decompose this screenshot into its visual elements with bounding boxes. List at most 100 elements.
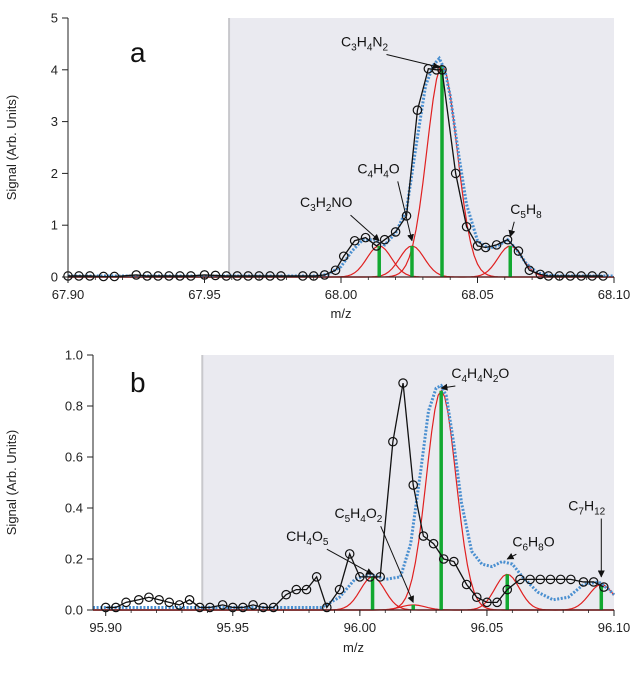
y-tick-label: 0.0 xyxy=(65,603,83,618)
measured-point xyxy=(379,234,390,245)
y-tick-label: 1 xyxy=(51,218,58,233)
annotation-label: C4H4N2O xyxy=(451,365,509,385)
measured-point xyxy=(205,602,215,613)
measured-point xyxy=(360,232,371,243)
annotation-label: C5H8 xyxy=(510,201,542,221)
measured-point xyxy=(109,271,120,282)
x-tick-label: 96.00 xyxy=(344,620,377,635)
x-tick-label: 68.05 xyxy=(461,287,494,302)
measured-point xyxy=(121,597,131,608)
measured-point xyxy=(276,271,286,281)
measured-point xyxy=(74,271,84,281)
measured-point xyxy=(330,265,341,276)
measured-point xyxy=(311,572,322,582)
measured-point xyxy=(418,531,429,541)
shaded-region xyxy=(229,18,614,277)
annotation-arrow xyxy=(350,214,380,242)
annotation-label: C4H4O xyxy=(357,160,399,180)
measured-point xyxy=(543,271,554,281)
panel-letter: b xyxy=(130,367,146,398)
measured-point xyxy=(482,597,492,608)
measured-points xyxy=(100,378,609,613)
y-ticks: 0.0 0.2 0.4 0.6 0.8 1.0 xyxy=(65,348,93,618)
annotation-arrow xyxy=(397,181,414,242)
x-tick-label: 95.95 xyxy=(217,620,250,635)
x-tick-label: 67.90 xyxy=(52,287,85,302)
measured-point xyxy=(98,271,109,282)
y-tick-label: 0 xyxy=(51,270,58,285)
y-tick-label: 0.6 xyxy=(65,450,83,465)
measured-point xyxy=(164,597,175,608)
y-axis-label: Signal (Arb. Units) xyxy=(4,95,19,200)
measured-point xyxy=(154,594,164,605)
measured-point xyxy=(437,65,447,75)
measured-point xyxy=(334,584,345,595)
measured-point xyxy=(555,574,566,585)
measured-point xyxy=(565,574,576,585)
peak-sticks xyxy=(377,65,513,277)
measured-point xyxy=(461,221,472,232)
measured-point xyxy=(449,556,459,567)
y-tick-label: 0.4 xyxy=(65,501,83,516)
measured-point xyxy=(349,235,360,246)
x-axis-label: m/z xyxy=(331,306,352,321)
measured-point xyxy=(111,602,121,613)
measured-points xyxy=(63,63,608,282)
measured-point xyxy=(535,574,546,585)
measured-point xyxy=(153,271,163,281)
measured-point xyxy=(258,602,269,613)
annotation-label: CH4O5 xyxy=(286,528,329,548)
measured-point xyxy=(450,168,461,179)
measured-point xyxy=(142,271,152,281)
y-tick-label: 1.0 xyxy=(65,348,83,363)
measured-point xyxy=(186,271,196,281)
annotation-arrow xyxy=(440,383,456,391)
measured-point xyxy=(355,572,365,582)
x-tick-label: 96.10 xyxy=(598,620,631,635)
measured-point xyxy=(492,597,502,608)
measured-point xyxy=(412,105,423,116)
x-ticks: 95.90 95.95 96.00 96.05 96.10 xyxy=(89,610,630,635)
measured-point xyxy=(248,600,258,610)
measured-point xyxy=(144,592,154,603)
measured-point xyxy=(344,549,355,559)
measured-point xyxy=(438,554,449,564)
x-tick-label: 96.05 xyxy=(471,620,504,635)
measured-point xyxy=(588,577,599,587)
measured-point xyxy=(194,602,205,613)
y-tick-label: 2 xyxy=(51,166,58,181)
measured-point xyxy=(175,271,185,281)
measured-point xyxy=(268,602,279,613)
y-tick-label: 0.2 xyxy=(65,552,83,567)
measured-point xyxy=(243,271,253,281)
measured-point xyxy=(85,271,95,281)
measured-point xyxy=(308,271,319,281)
measured-point xyxy=(131,270,142,280)
y-axis-label: Signal (Arb. Units) xyxy=(4,430,19,535)
measured-point xyxy=(471,592,482,603)
measured-point xyxy=(281,589,291,600)
measured-point xyxy=(428,538,439,549)
measured-point xyxy=(599,582,609,592)
measured-point xyxy=(545,574,556,585)
measured-point xyxy=(291,584,302,595)
measured-point xyxy=(554,271,565,281)
x-axis-label: m/z xyxy=(343,640,364,655)
measured-point xyxy=(598,271,608,281)
measured-line xyxy=(105,382,605,609)
measured-point xyxy=(388,436,398,447)
measured-point xyxy=(587,271,597,281)
measured-point xyxy=(297,271,308,281)
x-tick-label: 68.10 xyxy=(598,287,631,302)
measured-point xyxy=(390,227,401,237)
annotation-arrow xyxy=(508,221,516,238)
measured-point xyxy=(371,241,382,251)
measured-point xyxy=(221,271,232,281)
annotation-arrow xyxy=(386,54,440,70)
annotation-arrow xyxy=(326,548,374,575)
measured-point xyxy=(461,579,472,590)
y-ticks: 0 1 2 3 4 5 xyxy=(51,11,68,285)
